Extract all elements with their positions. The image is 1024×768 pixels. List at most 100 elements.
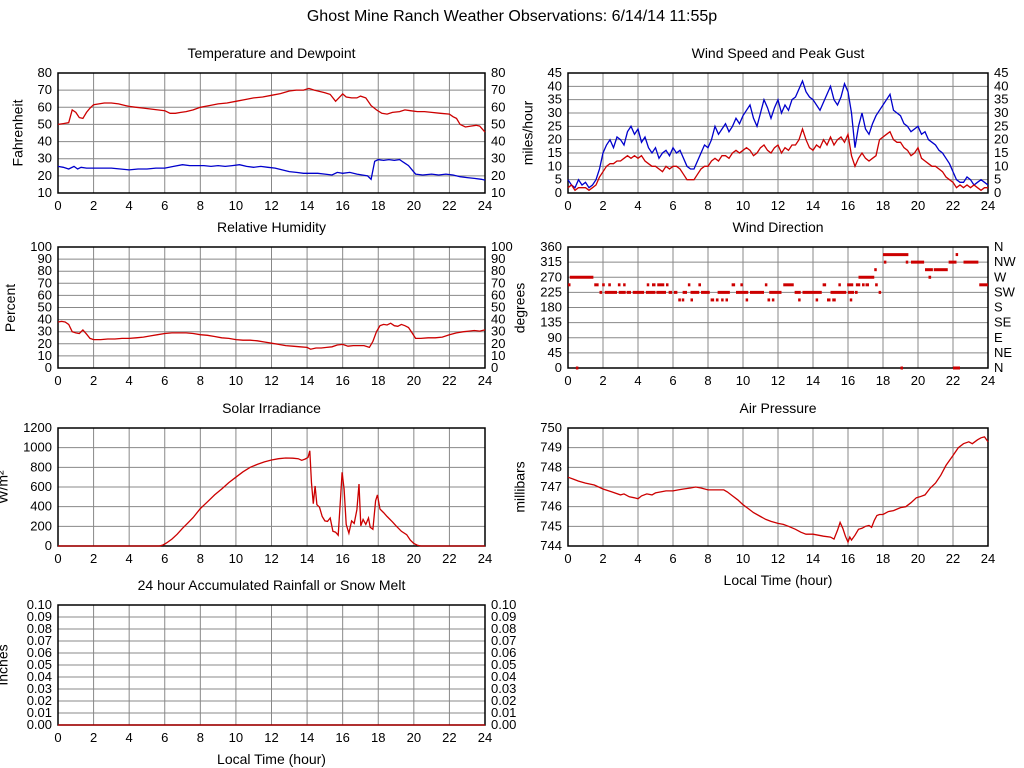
svg-text:14: 14	[300, 551, 314, 566]
y-axis-label: degrees	[511, 282, 528, 333]
svg-text:180: 180	[540, 300, 562, 315]
svg-text:0: 0	[994, 185, 1001, 200]
page-title: Ghost Mine Ranch Weather Observations: 6…	[306, 8, 718, 25]
svg-text:4: 4	[634, 373, 641, 388]
svg-text:600: 600	[30, 479, 52, 494]
svg-text:400: 400	[30, 499, 52, 514]
svg-text:45: 45	[548, 65, 562, 80]
svg-text:2: 2	[90, 730, 97, 745]
svg-text:14: 14	[806, 551, 820, 566]
svg-text:5: 5	[555, 172, 562, 187]
svg-text:18: 18	[371, 373, 385, 388]
svg-text:30: 30	[38, 324, 52, 339]
svg-text:18: 18	[876, 373, 890, 388]
plot-area: 0 2 4 6 8 10 12 14 16 18 20 22 24 744 745 746 747 748 749 7…	[540, 420, 995, 566]
svg-text:0: 0	[45, 538, 52, 553]
svg-text:14: 14	[300, 373, 314, 388]
svg-text:10: 10	[229, 373, 243, 388]
svg-text:20: 20	[548, 132, 562, 147]
svg-text:24: 24	[981, 373, 995, 388]
svg-text:0: 0	[54, 730, 61, 745]
svg-text:40: 40	[994, 78, 1008, 93]
plot-area: 0 2 4 6 8 10 12 14 16 18 20 22 24 0 N 45 NE 90 E 135 SE 180 S 2…	[540, 239, 1016, 388]
svg-text:14: 14	[806, 373, 820, 388]
svg-text:0.04: 0.04	[27, 669, 52, 684]
svg-text:0: 0	[564, 373, 571, 388]
svg-text:12: 12	[264, 730, 278, 745]
svg-text:8: 8	[704, 551, 711, 566]
svg-text:12: 12	[264, 551, 278, 566]
svg-text:0.08: 0.08	[491, 621, 516, 636]
svg-text:14: 14	[806, 198, 820, 213]
svg-text:24: 24	[478, 373, 492, 388]
svg-text:744: 744	[540, 538, 562, 553]
y-axis-label: millibars	[511, 461, 528, 513]
svg-text:0.05: 0.05	[27, 657, 52, 672]
svg-text:749: 749	[540, 440, 562, 455]
svg-text:10: 10	[229, 730, 243, 745]
svg-text:0: 0	[45, 360, 52, 375]
svg-text:22: 22	[946, 198, 960, 213]
svg-text:8: 8	[704, 373, 711, 388]
svg-text:15: 15	[548, 145, 562, 160]
chart-title: Solar Irradiance	[222, 400, 321, 416]
y-axis-label: W/m²	[0, 470, 11, 504]
svg-text:14: 14	[300, 730, 314, 745]
svg-text:4: 4	[634, 198, 641, 213]
svg-text:90: 90	[38, 251, 52, 266]
svg-text:20: 20	[491, 168, 505, 183]
svg-text:0.10: 0.10	[27, 597, 52, 612]
svg-text:30: 30	[994, 105, 1008, 120]
svg-text:10: 10	[38, 348, 52, 363]
y-axis-label: Percent	[1, 283, 18, 332]
svg-text:2: 2	[599, 198, 606, 213]
chart-title: Wind Direction	[732, 219, 824, 235]
svg-text:20: 20	[407, 373, 421, 388]
svg-text:18: 18	[371, 198, 385, 213]
svg-text:0: 0	[555, 360, 562, 375]
svg-text:10: 10	[548, 158, 562, 173]
svg-text:22: 22	[442, 198, 456, 213]
svg-text:0.09: 0.09	[491, 609, 516, 624]
svg-text:12: 12	[771, 373, 785, 388]
svg-text:0.02: 0.02	[27, 693, 52, 708]
svg-text:22: 22	[442, 373, 456, 388]
svg-text:0.02: 0.02	[491, 693, 516, 708]
svg-text:20: 20	[38, 168, 52, 183]
svg-text:0.05: 0.05	[491, 657, 516, 672]
svg-text:4: 4	[126, 551, 133, 566]
svg-text:50: 50	[491, 116, 505, 131]
svg-text:4: 4	[126, 373, 133, 388]
svg-text:70: 70	[38, 82, 52, 97]
svg-text:746: 746	[540, 499, 562, 514]
y-axis-label: Fahrenheit	[8, 99, 25, 167]
svg-text:10: 10	[229, 198, 243, 213]
svg-text:60: 60	[38, 287, 52, 302]
svg-text:70: 70	[491, 275, 505, 290]
svg-text:22: 22	[442, 551, 456, 566]
svg-text:10: 10	[736, 373, 750, 388]
wind-direction-chart: Wind Direction degrees 0 2 4 6 8 10 12 14 16 18 20…	[511, 219, 1016, 388]
svg-text:80: 80	[491, 65, 505, 80]
svg-text:6: 6	[669, 373, 676, 388]
svg-text:8: 8	[197, 198, 204, 213]
svg-text:10: 10	[229, 551, 243, 566]
y-axis-label: miles/hour	[518, 100, 535, 166]
svg-text:0.06: 0.06	[491, 645, 516, 660]
svg-text:45: 45	[548, 345, 562, 360]
svg-text:10: 10	[736, 551, 750, 566]
rainfall-chart: 24 hour Accumulated Rainfall or Snow Mel…	[0, 577, 516, 767]
svg-text:0.04: 0.04	[491, 669, 516, 684]
svg-text:315: 315	[540, 254, 562, 269]
svg-text:22: 22	[946, 551, 960, 566]
svg-text:0: 0	[54, 551, 61, 566]
chart-title: Air Pressure	[739, 400, 817, 416]
svg-text:750: 750	[540, 420, 562, 435]
x-axis-label: Local Time (hour)	[723, 572, 833, 588]
svg-text:20: 20	[994, 132, 1008, 147]
svg-text:22: 22	[946, 373, 960, 388]
svg-text:6: 6	[669, 198, 676, 213]
svg-text:0.03: 0.03	[27, 681, 52, 696]
svg-text:6: 6	[161, 730, 168, 745]
svg-text:0: 0	[491, 360, 498, 375]
